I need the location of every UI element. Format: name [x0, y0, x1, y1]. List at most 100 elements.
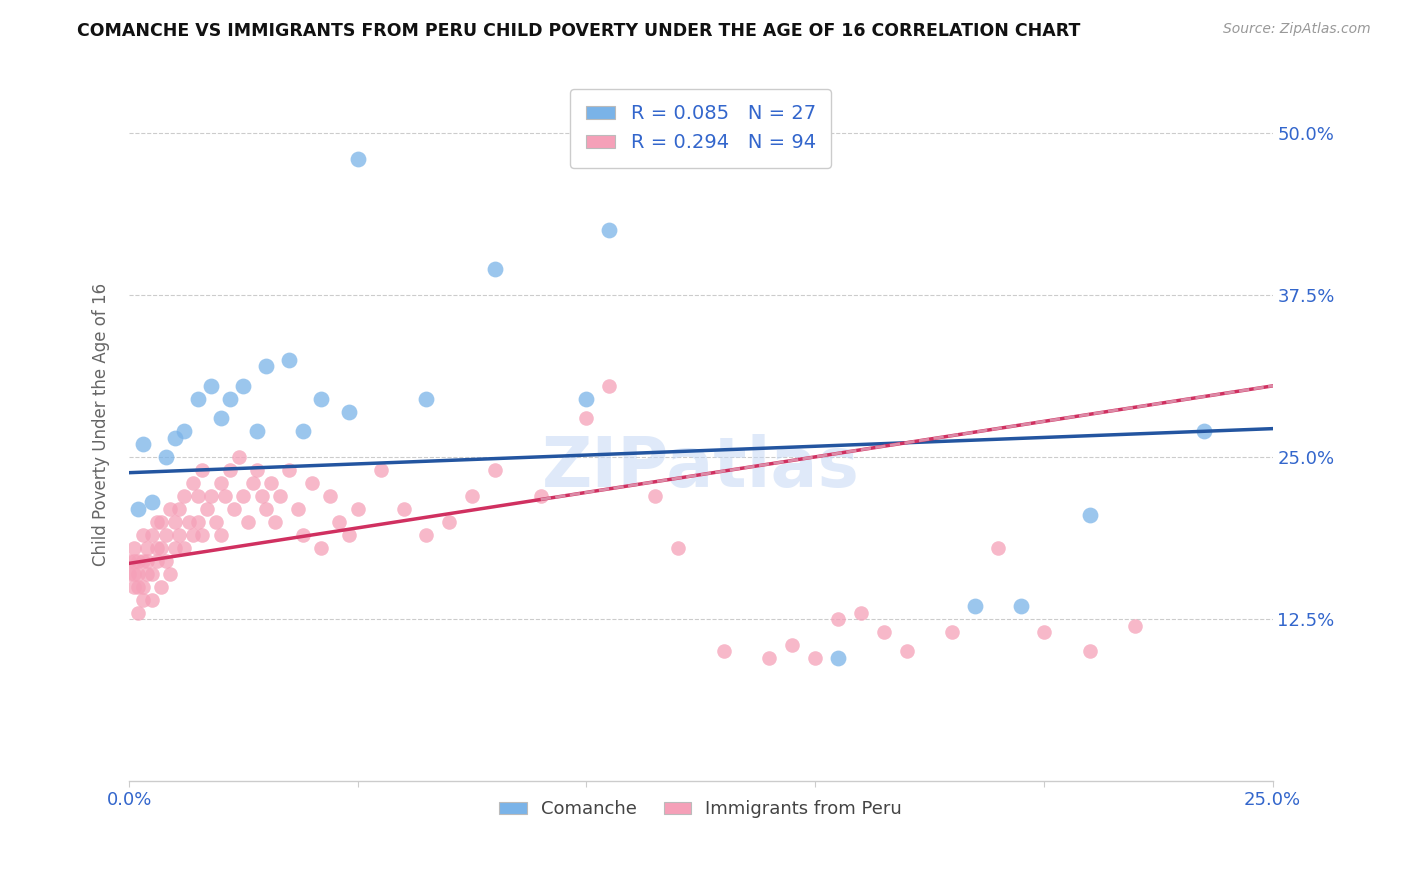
Point — [187, 515, 209, 529]
Point — [173, 541, 195, 555]
Point — [155, 528, 177, 542]
Point — [242, 476, 264, 491]
Point — [254, 359, 277, 374]
Point — [337, 528, 360, 542]
Point — [187, 392, 209, 406]
Point — [150, 541, 173, 555]
Point — [337, 405, 360, 419]
Point — [461, 489, 484, 503]
Point — [159, 566, 181, 581]
Point — [598, 379, 620, 393]
Point — [291, 528, 314, 542]
Point — [849, 606, 872, 620]
Point — [309, 541, 332, 555]
Point — [141, 528, 163, 542]
Point — [191, 463, 214, 477]
Point — [122, 541, 145, 555]
Point — [155, 450, 177, 464]
Point — [200, 379, 222, 393]
Point — [141, 495, 163, 509]
Point — [1010, 599, 1032, 614]
Point — [987, 541, 1010, 555]
Point — [209, 476, 232, 491]
Point — [145, 541, 167, 555]
Point — [941, 625, 963, 640]
Point — [132, 592, 155, 607]
Point — [155, 554, 177, 568]
Point — [415, 528, 437, 542]
Point — [141, 566, 163, 581]
Point — [169, 502, 191, 516]
Point — [278, 353, 301, 368]
Point — [319, 489, 342, 503]
Point — [254, 502, 277, 516]
Point — [145, 554, 167, 568]
Legend: Comanche, Immigrants from Peru: Comanche, Immigrants from Peru — [492, 793, 910, 825]
Point — [195, 502, 218, 516]
Point — [1032, 625, 1054, 640]
Point — [666, 541, 689, 555]
Text: ZIPatlas: ZIPatlas — [541, 434, 859, 501]
Point — [163, 541, 186, 555]
Point — [228, 450, 250, 464]
Point — [1078, 508, 1101, 523]
Point — [965, 599, 987, 614]
Point — [181, 476, 204, 491]
Point — [346, 502, 368, 516]
Point — [415, 392, 437, 406]
Point — [250, 489, 273, 503]
Point — [150, 580, 173, 594]
Point — [132, 437, 155, 451]
Point — [484, 262, 506, 277]
Point — [598, 223, 620, 237]
Point — [1192, 424, 1215, 438]
Point — [177, 515, 200, 529]
Point — [191, 528, 214, 542]
Point — [163, 431, 186, 445]
Point — [214, 489, 236, 503]
Point — [205, 515, 228, 529]
Point — [439, 515, 461, 529]
Point — [232, 379, 254, 393]
Point — [260, 476, 283, 491]
Y-axis label: Child Poverty Under the Age of 16: Child Poverty Under the Age of 16 — [93, 283, 110, 566]
Point — [644, 489, 666, 503]
Text: COMANCHE VS IMMIGRANTS FROM PERU CHILD POVERTY UNDER THE AGE OF 16 CORRELATION C: COMANCHE VS IMMIGRANTS FROM PERU CHILD P… — [77, 22, 1081, 40]
Point — [346, 152, 368, 166]
Point — [163, 515, 186, 529]
Point — [713, 644, 735, 658]
Text: Source: ZipAtlas.com: Source: ZipAtlas.com — [1223, 22, 1371, 37]
Point — [575, 392, 598, 406]
Point — [370, 463, 392, 477]
Point — [209, 411, 232, 425]
Point — [136, 566, 159, 581]
Point — [530, 489, 553, 503]
Point — [287, 502, 309, 516]
Point — [484, 463, 506, 477]
Point — [218, 392, 240, 406]
Point — [1123, 618, 1146, 632]
Point — [127, 566, 149, 581]
Point — [181, 528, 204, 542]
Point — [575, 411, 598, 425]
Point — [145, 515, 167, 529]
Point — [159, 502, 181, 516]
Point — [173, 489, 195, 503]
Point — [127, 606, 149, 620]
Point — [264, 515, 287, 529]
Point — [873, 625, 896, 640]
Point — [246, 424, 269, 438]
Point — [758, 651, 780, 665]
Point — [209, 528, 232, 542]
Point — [291, 424, 314, 438]
Point — [122, 566, 145, 581]
Point — [122, 580, 145, 594]
Point — [301, 476, 323, 491]
Point — [118, 554, 141, 568]
Point — [132, 554, 155, 568]
Point — [278, 463, 301, 477]
Point — [827, 651, 849, 665]
Point — [127, 580, 149, 594]
Point — [132, 580, 155, 594]
Point — [136, 554, 159, 568]
